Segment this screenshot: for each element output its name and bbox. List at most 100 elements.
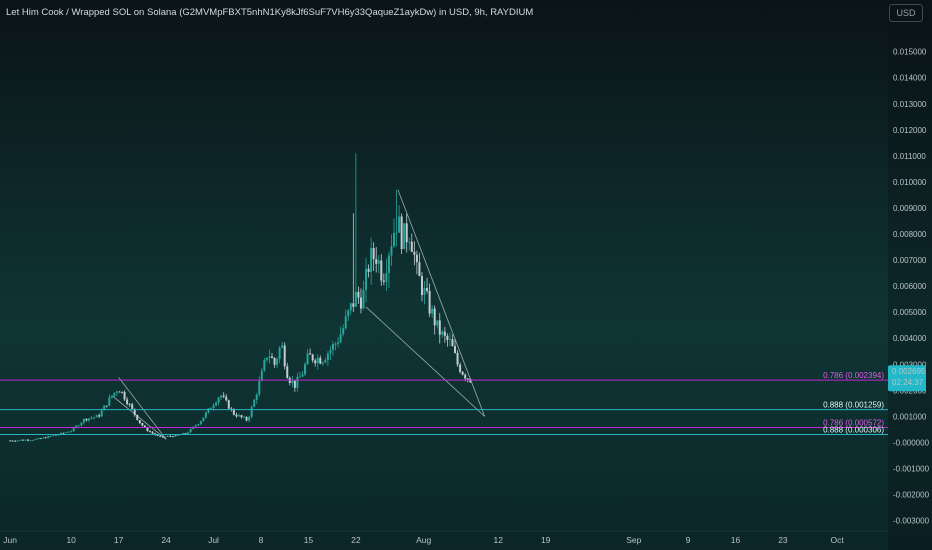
candle-body [359, 297, 362, 309]
candle-body [390, 246, 393, 256]
candle-body [52, 435, 55, 437]
y-tick-label: 0.004000 [893, 334, 927, 343]
candle-body [332, 343, 334, 350]
trendline-drawings[interactable] [111, 189, 486, 440]
candle-body [126, 399, 129, 405]
candle-body [143, 425, 146, 428]
candle-body [342, 328, 345, 335]
candle-body [260, 370, 263, 381]
candle-body [405, 223, 408, 243]
last-price-value: 0.002695 [892, 367, 926, 376]
candle-body [448, 339, 451, 340]
price-axis-ticks: 0.015000 0.014000 0.013000 0.012000 0.011000… [893, 48, 930, 526]
fib-level-label: 0.786 (0.002394) [823, 371, 884, 380]
candle-body [227, 400, 230, 409]
candle-body [281, 345, 284, 348]
fib-level-label: 0.888 (0.001259) [823, 401, 884, 410]
candle-body [270, 356, 273, 359]
candle-body [70, 431, 73, 432]
candle-body [19, 439, 22, 441]
candle-body [438, 320, 441, 335]
candle-body [413, 251, 416, 255]
candle-body [304, 364, 307, 375]
fib-retracement-levels[interactable]: 0.786 (0.002394) 0.888 (0.001259) 0.786 (0… [0, 371, 888, 435]
candle-body [189, 428, 192, 433]
candle-body [263, 359, 266, 371]
y-tick-label: -0.001000 [893, 464, 930, 473]
candle-body [357, 291, 360, 298]
candle-body [428, 290, 431, 314]
candle-body [85, 418, 88, 421]
y-tick-label: -0.003000 [893, 517, 930, 526]
trendline [111, 395, 167, 440]
x-tick-label: 19 [541, 535, 551, 545]
candle-body [60, 432, 63, 435]
candle-body [326, 353, 329, 361]
candle-body [54, 435, 57, 436]
y-tick-label: 0.014000 [893, 74, 927, 83]
candle-body [276, 358, 279, 365]
candle-body [418, 262, 421, 277]
candle-body [90, 417, 93, 419]
candle-body [11, 440, 14, 442]
candle-body [95, 415, 98, 418]
candle-body [199, 421, 202, 425]
candle-body [103, 405, 106, 411]
candle-body [464, 374, 467, 379]
candle-body [82, 418, 85, 423]
candle-body [436, 320, 439, 326]
candle-body [283, 345, 286, 367]
y-tick-label: -0.002000 [893, 491, 930, 500]
candle-body [443, 331, 446, 336]
candle-body [243, 417, 246, 418]
candle-body [32, 440, 35, 441]
candle-body [255, 394, 258, 401]
candle-body [65, 432, 68, 434]
candle-body [230, 408, 233, 410]
candle-body [176, 434, 179, 436]
candle-body [426, 288, 429, 291]
y-tick-label: 0.011000 [893, 152, 926, 161]
candle-body [47, 436, 50, 439]
candle-body [393, 232, 396, 247]
candle-body [123, 392, 126, 400]
candle-body [334, 343, 337, 345]
candle-body [215, 402, 218, 406]
x-tick-label: 9 [686, 535, 691, 545]
candle-body [133, 408, 136, 415]
candle-body [24, 439, 27, 441]
candle-body [108, 397, 111, 406]
candle-body [298, 376, 301, 378]
x-tick-label: 17 [114, 535, 124, 545]
y-tick-label: 0.009000 [893, 204, 927, 213]
last-price-badge [888, 365, 926, 392]
candle-body [171, 436, 174, 438]
candle-body [309, 353, 312, 355]
candle-body [166, 435, 169, 437]
candle-body [250, 406, 253, 417]
trendline [365, 306, 485, 417]
price-axis[interactable] [888, 0, 932, 550]
candle-body [161, 436, 164, 438]
candle-body [344, 316, 347, 329]
candle-body [237, 415, 240, 417]
last-price-tag: 0.002695 02:24:37 [888, 365, 926, 392]
y-tick-label: 0.012000 [893, 126, 927, 135]
candle-body [115, 391, 118, 393]
y-tick-label: 0.007000 [893, 256, 927, 265]
candle-body [459, 364, 462, 372]
candle-body [367, 268, 370, 272]
candle-body [141, 423, 144, 426]
x-tick-label: 15 [304, 535, 314, 545]
currency-button[interactable]: USD [889, 4, 923, 22]
candle-body [377, 260, 380, 264]
candle-body [184, 433, 187, 434]
candle-body [21, 439, 24, 441]
candle-body [466, 378, 469, 380]
x-tick-label: 16 [731, 535, 741, 545]
y-tick-label: 0.003000 [893, 360, 927, 369]
candle-body [121, 391, 124, 393]
x-tick-label: Oct [831, 535, 845, 545]
candle-body [87, 418, 90, 421]
